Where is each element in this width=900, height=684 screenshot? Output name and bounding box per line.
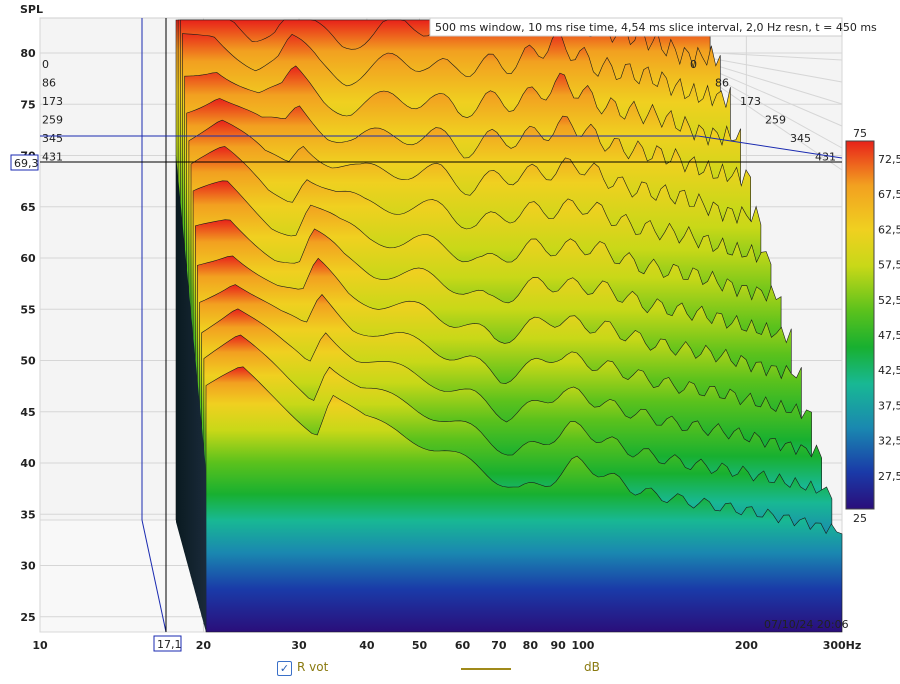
time-tick-right: 345 xyxy=(790,132,811,145)
colorbar-max-label: 75 xyxy=(853,127,867,140)
y-tick-label: 45 xyxy=(20,406,35,419)
waterfall-slice xyxy=(205,366,843,633)
y-tick-label: 80 xyxy=(20,47,36,60)
colorbar-tick: 32,5 xyxy=(878,435,900,448)
depth-gridline xyxy=(697,55,843,83)
info-box: 500 ms window, 10 ms rise time, 4,54 ms … xyxy=(429,17,877,37)
series-line-swatch xyxy=(461,668,511,670)
colorbar-min-label: 25 xyxy=(853,512,867,525)
colorbar-tick: 67,5 xyxy=(878,188,900,201)
colorbar-tick: 52,5 xyxy=(878,294,900,307)
depth-gridline xyxy=(697,71,843,171)
time-axis: 0 0 86 86 173 173 259 259 345 345 431 431 xyxy=(42,58,836,164)
y-tick-label: 35 xyxy=(20,508,35,521)
surface-side-face xyxy=(176,155,206,632)
series-unit-label: dB xyxy=(584,660,600,674)
x-tick-label: 200 xyxy=(735,639,758,652)
time-tick-right: 0 xyxy=(690,58,697,71)
cursor-x-readout: 17,1 xyxy=(157,638,182,651)
colorbar-tick: 27,5 xyxy=(878,470,900,483)
x-tick-label: 300Hz xyxy=(823,639,862,652)
colorbar-tick: 62,5 xyxy=(878,223,900,236)
x-tick-label: 70 xyxy=(491,639,507,652)
x-tick-label: 80 xyxy=(523,639,539,652)
y-axis: 807570656055504540353025 xyxy=(20,47,36,624)
y-tick-label: 75 xyxy=(20,98,35,111)
depth-gridline xyxy=(697,51,843,61)
time-tick-right: 173 xyxy=(740,95,761,108)
time-tick-left: 173 xyxy=(42,95,63,108)
depth-gridline xyxy=(697,67,843,149)
time-tick-right: 431 xyxy=(815,151,836,164)
x-tick-label: 90 xyxy=(550,639,566,652)
time-tick-left: 86 xyxy=(42,77,56,90)
timestamp: 07/10/24 20:06 xyxy=(764,618,849,631)
colorbar-tick: 57,5 xyxy=(878,259,900,272)
depth-gridline xyxy=(697,59,843,105)
time-tick-left: 431 xyxy=(42,151,63,164)
x-tick-label: 20 xyxy=(196,639,212,652)
series-checkbox[interactable]: ✓ xyxy=(277,661,292,676)
colorbar-tick: 47,5 xyxy=(878,329,900,342)
y-tick-label: 40 xyxy=(20,457,36,470)
y-tick-label: 55 xyxy=(20,303,35,316)
window-info-text: 500 ms window, 10 ms rise time, 4,54 ms … xyxy=(435,21,877,34)
depth-gridline xyxy=(697,63,843,127)
x-tick-label: 50 xyxy=(412,639,428,652)
cursor[interactable]: 69,3 17,1 xyxy=(10,18,843,652)
colorbar-tick: 37,5 xyxy=(878,399,900,412)
y-tick-label: 25 xyxy=(20,611,35,624)
colorbar-tick: 42,5 xyxy=(878,364,900,377)
x-tick-label: 60 xyxy=(455,639,471,652)
x-tick-label: 100 xyxy=(571,639,594,652)
cursor-y-readout: 69,3 xyxy=(14,157,39,170)
time-tick-right: 259 xyxy=(765,114,786,127)
series-label: R vot xyxy=(297,660,329,674)
time-tick-left: 345 xyxy=(42,132,63,145)
waterfall-surface xyxy=(175,19,843,633)
x-tick-label: 30 xyxy=(291,639,307,652)
color-bar: 75 25 72,5 67,5 62,5 57,5 52,5 47,5 42,5 37,5 32… xyxy=(845,127,900,525)
y-axis-title: SPL xyxy=(20,3,43,16)
colorbar-tick: 72,5 xyxy=(878,153,900,166)
x-tick-label: 10 xyxy=(32,639,48,652)
y-tick-label: 30 xyxy=(20,560,36,573)
y-tick-label: 50 xyxy=(20,355,36,368)
time-tick-left: 259 xyxy=(42,114,63,127)
y-tick-label: 60 xyxy=(20,252,36,265)
time-tick-left: 0 xyxy=(42,58,49,71)
y-tick-label: 65 xyxy=(20,201,35,214)
x-tick-label: 40 xyxy=(359,639,375,652)
time-tick-right: 86 xyxy=(715,77,729,90)
x-axis: 10 20 30 40 50 60 70 80 90 100 200 300Hz xyxy=(32,639,861,652)
legend xyxy=(0,658,900,680)
